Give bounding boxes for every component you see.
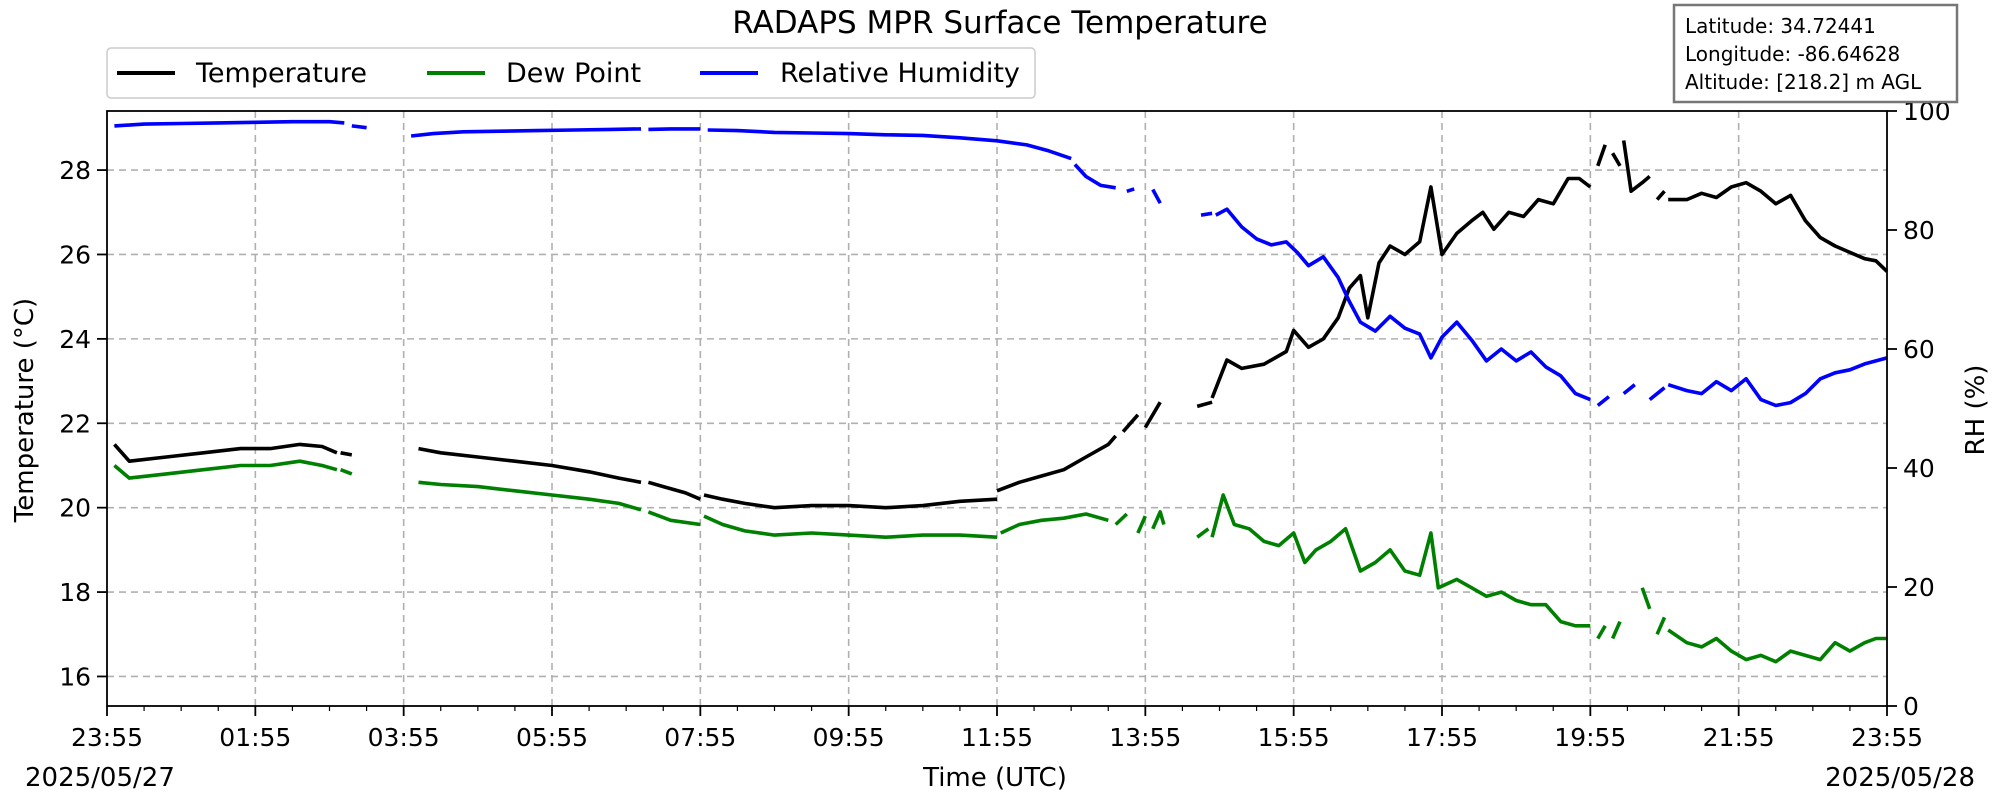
series-line-relative-humidity: [1073, 163, 1116, 190]
series-line-dew-point: [1596, 624, 1607, 640]
series-line-dew-point: [1610, 620, 1622, 640]
series-line-dew-point: [1151, 510, 1166, 530]
x-tick-label: 03:55: [368, 723, 440, 752]
series-line-relative-humidity: [1126, 187, 1135, 194]
series-line-temperature: [1121, 413, 1140, 433]
date-start-label: 2025/05/27: [25, 763, 175, 793]
x-tick-label: 13:55: [1109, 723, 1181, 752]
y-left-tick-label: 18: [59, 578, 91, 607]
series-line-relative-humidity: [410, 127, 642, 138]
series-line-dew-point: [113, 459, 338, 480]
series-line-dew-point: [1655, 616, 1667, 636]
series-line-dew-point: [1640, 587, 1652, 610]
series-line-relative-humidity: [1667, 356, 1888, 408]
series-line-relative-humidity: [707, 128, 1072, 161]
series-line-dew-point: [339, 468, 353, 476]
x-tick-label: 15:55: [1258, 723, 1330, 752]
x-tick-label: 11:55: [961, 723, 1033, 752]
x-tick-label: 09:55: [813, 723, 885, 752]
y-left-tick-label: 26: [59, 240, 91, 269]
series-line-temperature: [1668, 180, 1889, 273]
series-line-temperature: [1596, 144, 1607, 167]
info-longitude: Longitude: -86.64628: [1685, 42, 1900, 66]
x-tick-label: 01:55: [219, 723, 291, 752]
legend-label-dew-point: Dew Point: [506, 58, 641, 89]
x-tick-label: 07:55: [664, 723, 736, 752]
series-line-temperature: [1655, 190, 1666, 201]
series-line-temperature: [1143, 401, 1162, 429]
series-line-dew-point: [647, 510, 701, 527]
series-line-relative-humidity: [648, 127, 701, 132]
series-line-temperature: [340, 451, 353, 457]
series-line-relative-humidity: [351, 124, 367, 130]
series-line-dew-point: [1196, 527, 1210, 539]
series-line-dew-point: [1114, 512, 1129, 526]
y-right-tick-label: 20: [1903, 573, 1935, 602]
y-left-tick-label: 24: [59, 325, 91, 354]
series-line-dew-point: [418, 480, 642, 512]
series-line-relative-humidity: [1596, 395, 1611, 407]
series-line-relative-humidity: [114, 119, 345, 128]
y-right-tick-label: 80: [1903, 216, 1935, 245]
series-line-relative-humidity: [1151, 188, 1162, 205]
y-right-tick-label: 40: [1903, 454, 1935, 483]
x-tick-label: 17:55: [1406, 723, 1478, 752]
date-end-label: 2025/05/28: [1825, 763, 1975, 793]
x-tick-label: 05:55: [516, 723, 588, 752]
x-axis-label: Time (UTC): [922, 763, 1067, 793]
series-line-temperature: [703, 493, 998, 510]
y-left-tick-label: 16: [59, 662, 91, 691]
series-line-relative-humidity: [1200, 211, 1213, 217]
series-line-dew-point: [1136, 515, 1147, 534]
series-line-temperature: [1210, 176, 1592, 399]
series-line-dew-point: [1667, 628, 1887, 664]
info-box: Latitude: 34.72441 Longitude: -86.64628 …: [1672, 3, 1959, 104]
series-line-dew-point: [703, 514, 998, 539]
y-left-tick-label: 22: [59, 409, 91, 438]
grid-lines: [107, 111, 1887, 706]
y-axis-right-label: RH (%): [1961, 365, 1991, 456]
series-line-relative-humidity: [1622, 383, 1636, 396]
series-line-temperature: [996, 434, 1118, 493]
y-left-tick-label: 28: [59, 156, 91, 185]
x-tick-label: 19:55: [1554, 723, 1626, 752]
legend-label-relative-humidity: Relative Humidity: [780, 58, 1020, 89]
series-line-temperature: [113, 442, 338, 463]
x-tick-label: 21:55: [1703, 723, 1775, 752]
info-latitude: Latitude: 34.72441: [1685, 14, 1876, 38]
plot-series: [113, 119, 1889, 664]
x-tick-label: 23:55: [71, 723, 143, 752]
info-altitude: Altitude: [218.2] m AGL: [1685, 70, 1922, 94]
series-line-relative-humidity: [1214, 207, 1591, 402]
series-line-dew-point: [1210, 493, 1591, 628]
y-axis-left-label: Temperature (°C): [10, 298, 40, 523]
series-line-dew-point: [999, 512, 1109, 535]
series-line-temperature: [418, 446, 642, 485]
series-line-temperature: [1196, 400, 1213, 409]
y-right-tick-label: 60: [1903, 335, 1935, 364]
series-line-temperature: [647, 480, 702, 501]
y-left-tick-label: 20: [59, 494, 91, 523]
series-line-temperature: [1611, 152, 1622, 167]
series-line-temperature: [1621, 140, 1651, 193]
chart-title: RADAPS MPR Surface Temperature: [732, 5, 1267, 41]
series-line-relative-humidity: [1648, 386, 1666, 402]
y-right-tick-label: 0: [1903, 692, 1919, 721]
x-tick-label: 23:55: [1851, 723, 1923, 752]
legend-label-temperature: Temperature: [195, 58, 367, 89]
axes: 23:55 01:55 03:55 05:55 07:55 09:55 11:55 13:55…: [59, 97, 1951, 752]
legend: Temperature Dew Point Relative Humidity: [106, 47, 1036, 99]
